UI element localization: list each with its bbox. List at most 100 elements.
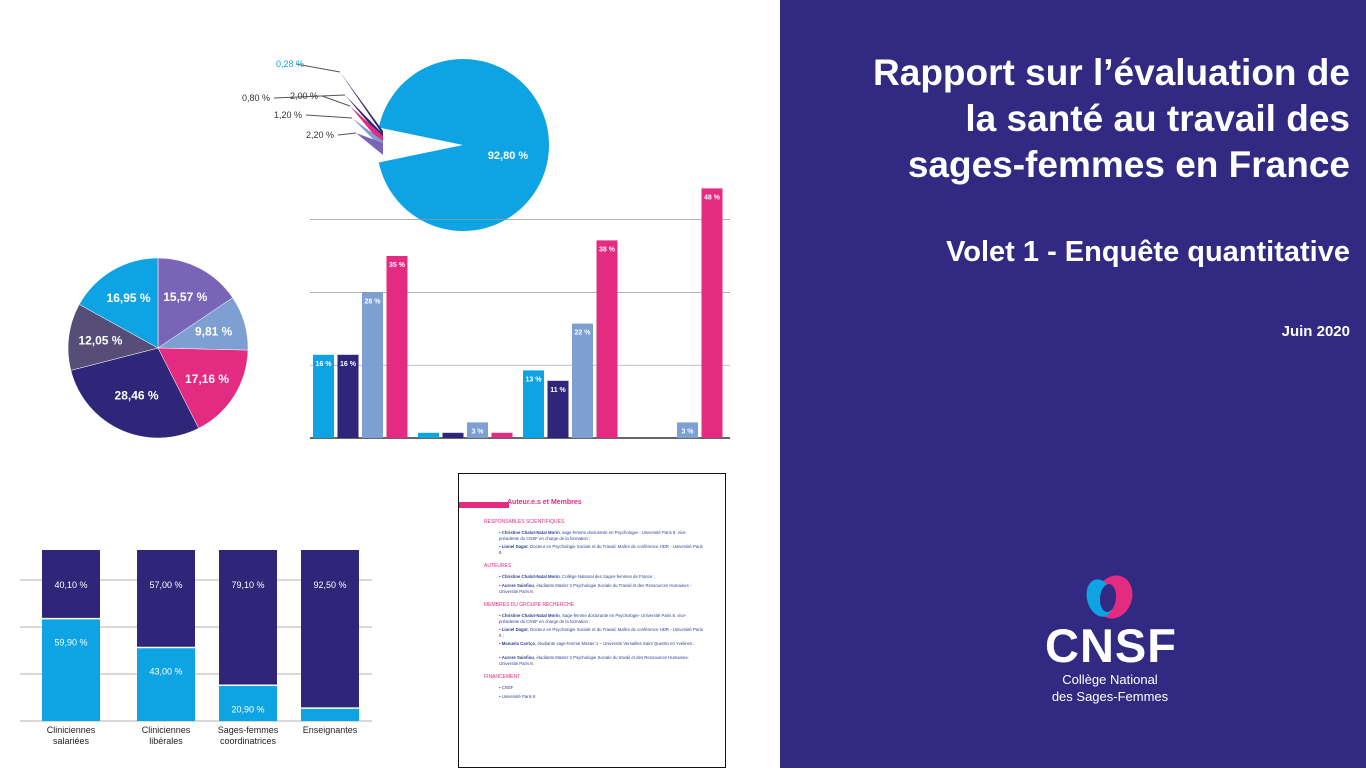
bullet-icon: ▪ bbox=[499, 583, 502, 588]
bullet-icon: ▪ bbox=[499, 627, 502, 632]
item-text: , étudiante sage-femme Master 1 – Univer… bbox=[535, 641, 695, 646]
bar-segment bbox=[301, 708, 359, 721]
document-page: Auteur.e.s et Membres Responsables scien… bbox=[458, 473, 726, 768]
pie-slice-label: 1,20 % bbox=[274, 110, 302, 120]
logo-name-line-2: des Sages-Femmes bbox=[1051, 689, 1169, 704]
bullet-icon: ▪ bbox=[499, 655, 502, 660]
pie-slice-label: 17,16 % bbox=[185, 372, 229, 386]
pie-slice-label: 16,95 % bbox=[107, 291, 151, 305]
person-name: Christine Chalut-Natal Morin bbox=[501, 613, 560, 618]
bar bbox=[442, 432, 464, 438]
bar-label: 20,90 % bbox=[231, 704, 264, 714]
category-label: salariées bbox=[53, 736, 90, 746]
category-label: libérales bbox=[149, 736, 183, 746]
pie-slice bbox=[67, 304, 159, 371]
person-name: Aurore Sainfiou bbox=[501, 655, 534, 660]
person-name: Lionel Dagot bbox=[501, 627, 528, 632]
bar-label: 11 % bbox=[550, 387, 566, 394]
leader-line bbox=[321, 95, 351, 107]
bar bbox=[572, 323, 593, 438]
person-name: Manuela Carriço bbox=[501, 641, 536, 646]
bullet-icon: ▪ bbox=[499, 613, 502, 618]
bar bbox=[701, 188, 723, 438]
document-section-title: Auteures bbox=[484, 563, 512, 569]
document-heading: Auteur.e.s et Membres bbox=[507, 499, 582, 506]
bar-label: 1 % bbox=[447, 439, 460, 440]
document-list-item: ▪ Christine Chalut-Natal Morin, Collège … bbox=[499, 574, 704, 580]
cnsf-logo-icon bbox=[1086, 575, 1133, 619]
heading-accent-bar bbox=[459, 502, 509, 508]
bar bbox=[491, 432, 513, 438]
document-list-item: ▪ Lionel Dagot, Docteur en Psychologie S… bbox=[499, 544, 704, 556]
bar-label: 13 % bbox=[526, 376, 543, 383]
bar-label: 22 % bbox=[575, 330, 592, 337]
category-label: Enseignantes bbox=[303, 725, 358, 735]
bar-segment bbox=[219, 685, 277, 721]
bar-label: 16 % bbox=[316, 361, 333, 368]
bar bbox=[677, 422, 698, 438]
bar bbox=[547, 380, 569, 438]
item-text: , Sage-femme doctorante en Psychologie- … bbox=[499, 613, 687, 624]
bullet-icon: ▪ bbox=[499, 641, 502, 646]
pie-slice bbox=[356, 133, 383, 155]
bar-label: 28 % bbox=[365, 298, 382, 305]
document-section-title: Membres du groupe recherche bbox=[484, 602, 575, 608]
document-list-item: ▪ Université Paris 8 bbox=[499, 694, 704, 700]
bar-segment bbox=[42, 618, 100, 721]
bullet-icon: ▪ bbox=[499, 544, 502, 549]
bar-label: 16 % bbox=[340, 361, 357, 368]
category-label: Cliniciennes bbox=[142, 725, 191, 735]
bar-label: 38 % bbox=[599, 246, 616, 253]
collage-panel: 92,80 % 0,28 % 0,80 % 2,00 % 1,20 % 2,20 % 15… bbox=[20, 59, 730, 768]
person-name: Aurore Sainfiou bbox=[501, 583, 534, 588]
document-list-item: ▪ Manuela Carriço, étudiante sage-femme … bbox=[499, 641, 704, 647]
pie-slice-label: 9,81 % bbox=[195, 325, 233, 339]
item-text: , sage-femme doctorante en Psychologie -… bbox=[499, 530, 687, 541]
title-line: Rapport sur l’évaluation de bbox=[873, 52, 1350, 93]
pie-slice-label: 2,20 % bbox=[306, 130, 334, 140]
logo-name-line-1: Collège National bbox=[1062, 672, 1158, 687]
document-section-title: Financement bbox=[484, 674, 521, 680]
pie-slice-label: 0,28 % bbox=[276, 59, 304, 69]
pie-slice-label: 12,05 % bbox=[78, 334, 122, 348]
person-name: Lionel Dagot bbox=[501, 544, 528, 549]
pie-chart-left: 15,57 % 9,81 % 17,16 % 28,46 % 12,05 % 16,95 … bbox=[67, 257, 249, 439]
bar-label: 43,00 % bbox=[149, 666, 182, 676]
bar-segment bbox=[137, 550, 195, 648]
item-text: CNSF bbox=[501, 685, 514, 690]
bar-segment bbox=[219, 550, 277, 686]
bar bbox=[523, 370, 544, 438]
bar-label: 57,00 % bbox=[149, 580, 182, 590]
pie-slice bbox=[157, 347, 249, 429]
person-name: Christine Chalut-Natal Morin bbox=[501, 574, 560, 579]
title-line: sages-femmes en France bbox=[907, 144, 1350, 185]
person-name: Christine Chalut-Natal Morin bbox=[501, 530, 560, 535]
bar-segment bbox=[137, 647, 195, 721]
item-text: , étudiante Master 2 Psychologie Sociale… bbox=[499, 655, 689, 666]
document-list-item: ▪ Aurore Sainfiou, étudiante Master 2 Ps… bbox=[499, 655, 704, 667]
item-text: , Docteur en Psychologie Sociale et du T… bbox=[499, 544, 703, 555]
report-title: Rapport sur l’évaluation de la santé au … bbox=[790, 50, 1350, 188]
document-list-item: ▪ Aurore Sainfiou, étudiante Master 2 Ps… bbox=[499, 583, 704, 595]
category-label: coordinatrices bbox=[220, 736, 277, 746]
report-subtitle: Volet 1 - Enquête quantitative bbox=[946, 236, 1350, 268]
bar-label: 3 % bbox=[681, 428, 694, 435]
pie-slice bbox=[157, 257, 234, 349]
pie-slice-label: 15,57 % bbox=[163, 290, 207, 304]
leader-line bbox=[337, 132, 357, 136]
report-date: Juin 2020 bbox=[1281, 323, 1350, 340]
leader-line bbox=[295, 63, 341, 73]
bar bbox=[337, 354, 359, 438]
bar-label: 59,90 % bbox=[54, 638, 87, 648]
bar bbox=[467, 422, 488, 438]
bar-label: 7,50 % bbox=[316, 727, 344, 737]
item-text: , étudiante Master 2 Psychologie Sociale… bbox=[499, 583, 692, 594]
pie-slice-label: 2,00 % bbox=[290, 91, 318, 101]
pie-slice-label: 0,80 % bbox=[242, 93, 270, 103]
bullet-icon: ▪ bbox=[499, 694, 502, 699]
bar-label: 1 % bbox=[422, 439, 435, 440]
document-list-item: ▪ Christine Chalut-Natal Morin, sage-fem… bbox=[499, 530, 704, 542]
bullet-icon: ▪ bbox=[499, 574, 502, 579]
bar bbox=[362, 292, 383, 438]
bar bbox=[596, 240, 618, 438]
